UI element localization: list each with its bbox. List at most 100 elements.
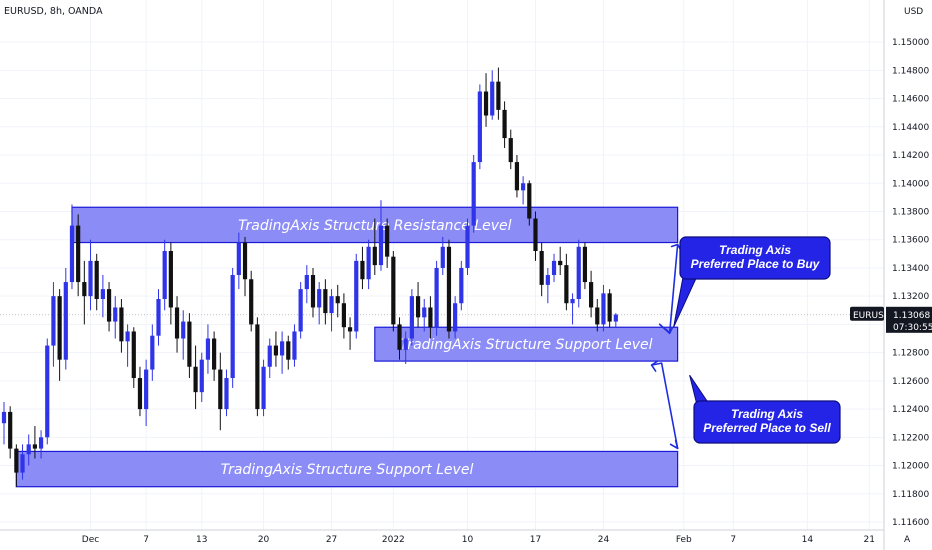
candle-body	[564, 265, 568, 303]
x-tick-label: 7	[143, 535, 149, 545]
y-tick-label: 1.12800	[892, 349, 929, 359]
candle-body	[367, 247, 371, 279]
x-tick-label: 20	[258, 535, 270, 545]
candle-body	[156, 299, 160, 336]
candle-body	[465, 226, 469, 268]
candle-body	[237, 243, 241, 275]
y-tick-label: 1.14400	[892, 123, 929, 133]
candle-body	[268, 346, 272, 367]
x-tick-label: Dec	[82, 535, 99, 545]
candle-body	[88, 261, 92, 296]
y-tick-label: 1.12600	[892, 377, 929, 387]
candle-body	[212, 339, 216, 370]
candle-body	[249, 279, 253, 324]
candle-body	[453, 303, 457, 331]
candle-body	[231, 275, 235, 378]
callout-line1: Trading Axis	[731, 407, 803, 421]
candle-body	[76, 226, 80, 282]
candle-body	[540, 251, 544, 285]
candle-body	[385, 226, 389, 257]
y-tick-label: 1.15000	[892, 38, 929, 48]
candle-body	[163, 251, 167, 299]
x-tick-label: Feb	[676, 535, 692, 545]
symbol-tag-text: EURUSD	[853, 311, 891, 321]
last-price-text: 1.13068	[893, 311, 930, 321]
candle-body	[459, 268, 463, 303]
y-tick-label: 1.14000	[892, 179, 929, 189]
y-tick-label: 1.14800	[892, 66, 929, 76]
candle-body	[373, 247, 377, 265]
candle-body	[243, 243, 247, 280]
x-tick-label: 13	[196, 535, 207, 545]
candle-body	[570, 299, 574, 303]
y-tick-label: 1.14200	[892, 151, 929, 161]
candle-body	[132, 331, 136, 378]
candle-body	[435, 268, 439, 327]
candle-body	[490, 82, 494, 116]
y-tick-label: 1.12000	[892, 462, 929, 472]
candle-body	[95, 261, 99, 299]
candle-body	[280, 341, 284, 355]
candle-body	[175, 307, 179, 338]
x-tick-label: 17	[530, 535, 541, 545]
candle-body	[410, 296, 414, 338]
y-tick-label: 1.12200	[892, 433, 929, 443]
candle-body	[206, 339, 210, 360]
candle-body	[323, 289, 327, 313]
callout-line1: Trading Axis	[719, 243, 791, 257]
candle-body	[274, 346, 278, 356]
candle-body	[447, 247, 451, 332]
auto-scale-toggle[interactable]: A	[904, 535, 911, 545]
candle-body	[51, 296, 55, 345]
candle-body	[317, 289, 321, 307]
candle-body	[101, 289, 105, 299]
candle-body	[502, 110, 506, 138]
candle-body	[8, 412, 12, 449]
candle-body	[119, 307, 123, 341]
candle-body	[187, 322, 191, 367]
candle-body	[397, 324, 401, 349]
x-tick-label: 10	[462, 535, 474, 545]
candle-body	[496, 82, 500, 110]
candle-body	[601, 293, 605, 324]
candle-body	[113, 307, 117, 321]
candle-body	[509, 138, 513, 162]
candle-body	[305, 275, 309, 289]
candle-body	[126, 331, 130, 341]
candle-body	[70, 226, 74, 282]
candle-body	[521, 183, 525, 190]
candle-body	[2, 412, 6, 423]
candle-body	[181, 322, 185, 339]
candle-body	[20, 454, 24, 472]
candle-body	[261, 367, 265, 409]
candle-body	[311, 275, 315, 307]
candle-body	[169, 251, 173, 307]
y-tick-label: 1.14600	[892, 95, 929, 105]
y-tick-label: 1.12400	[892, 405, 929, 415]
candle-body	[27, 444, 31, 454]
x-tick-label: 24	[598, 535, 610, 545]
y-tick-label: 1.11600	[892, 518, 929, 528]
candle-body	[150, 336, 154, 370]
candle-body	[292, 331, 296, 359]
candle-body	[614, 315, 618, 322]
candle-body	[577, 247, 581, 299]
candle-body	[45, 346, 49, 438]
candle-body	[342, 303, 346, 327]
candle-body	[14, 449, 18, 473]
candle-body	[193, 367, 197, 392]
candle-body	[200, 360, 204, 392]
candle-body	[329, 296, 333, 313]
candle-body	[39, 437, 43, 448]
candle-body	[595, 307, 599, 324]
candle-body	[404, 339, 408, 350]
candle-body	[441, 247, 445, 268]
candle-body	[224, 378, 228, 409]
y-tick-label: 1.13400	[892, 264, 929, 274]
candle-body	[589, 282, 593, 307]
x-tick-label: 27	[326, 535, 337, 545]
candle-body	[348, 327, 352, 331]
x-tick-label: 14	[802, 535, 814, 545]
candle-body	[360, 261, 364, 279]
